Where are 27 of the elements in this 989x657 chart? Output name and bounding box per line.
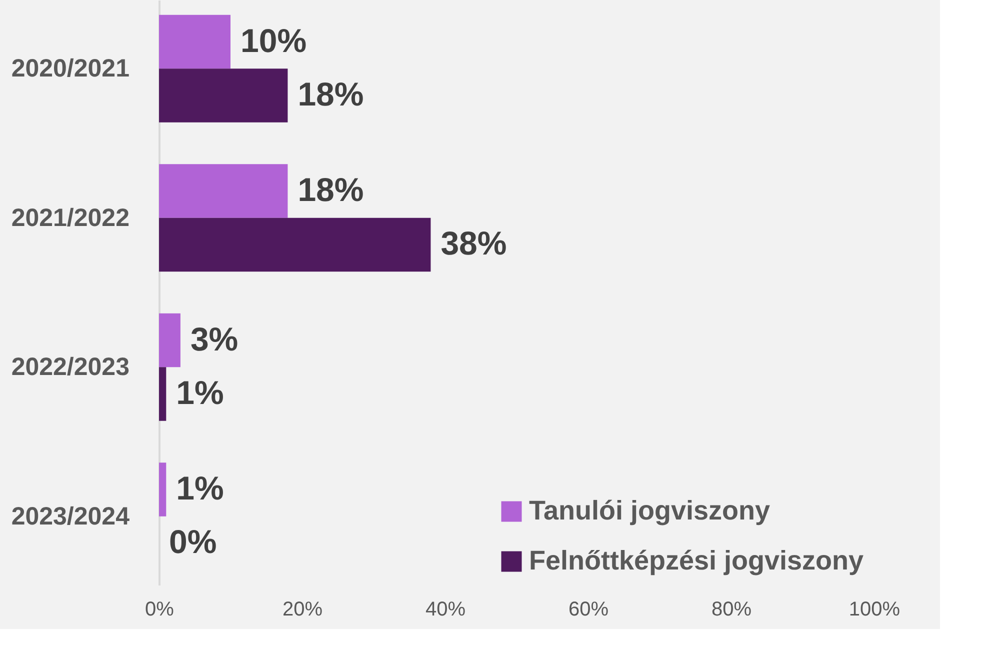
bar: [159, 164, 288, 218]
y-tick-label: 2022/2023: [11, 353, 130, 382]
x-tick-label: 0%: [145, 598, 174, 620]
x-tick-label: 20%: [282, 598, 323, 620]
data-label: 18%: [298, 76, 364, 113]
bar: [159, 367, 166, 421]
bar: [159, 313, 180, 368]
x-tick-label: 60%: [568, 598, 609, 620]
legend-label: Tanulói jogviszony: [529, 496, 770, 526]
legend-label: Felnőttképzési jogviszony: [529, 546, 864, 576]
data-label: 3%: [190, 320, 238, 358]
bar: [159, 218, 431, 272]
data-label: 18%: [298, 171, 364, 208]
y-tick-label: 2023/2024: [11, 502, 130, 530]
bar: [159, 14, 230, 69]
data-label: 10%: [240, 22, 307, 59]
bar: [159, 68, 288, 122]
data-label: 0%: [169, 523, 217, 560]
data-label: 1%: [176, 469, 224, 506]
x-tick-label: 100%: [848, 598, 900, 620]
bar: [159, 462, 166, 516]
y-tick-label: 2020/2021: [11, 54, 130, 83]
y-tick-label: 2021/2022: [11, 204, 130, 232]
data-label: 38%: [440, 224, 507, 262]
x-tick-label: 40%: [425, 598, 466, 620]
x-tick-label: 80%: [711, 598, 752, 620]
data-label: 1%: [176, 374, 224, 411]
